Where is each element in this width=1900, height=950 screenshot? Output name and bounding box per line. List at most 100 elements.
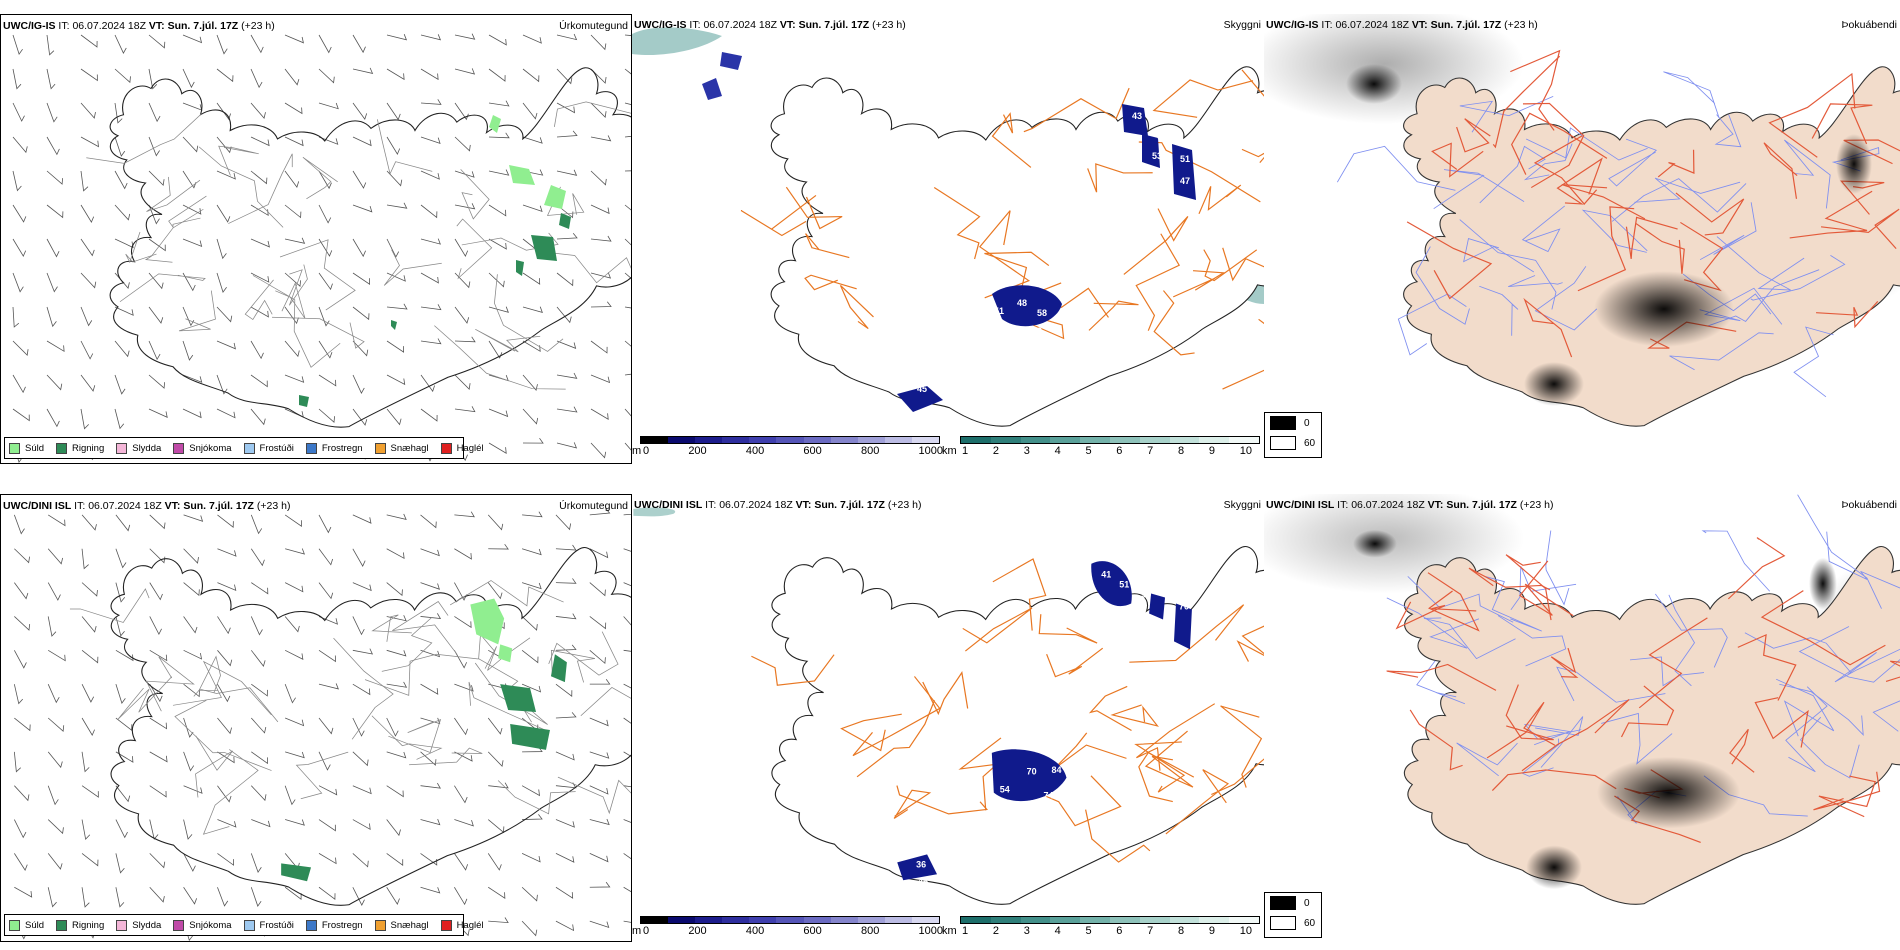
wind-barb	[623, 649, 631, 652]
wind-barb	[80, 272, 97, 289]
colorbar-segment	[884, 437, 912, 443]
wind-barb	[454, 887, 468, 906]
wind-barb	[386, 853, 404, 867]
wind-barb	[81, 548, 89, 570]
road-segment	[1336, 145, 1456, 191]
wind-barb	[386, 34, 408, 41]
wind-barb	[555, 712, 577, 719]
wind-barb	[149, 582, 163, 601]
road-segment	[125, 231, 157, 264]
wind-barb	[623, 582, 631, 587]
road-segment	[839, 285, 874, 330]
legend-item: Haglél	[440, 919, 484, 931]
colorbar-tick: 4	[1054, 925, 1061, 937]
road-segment	[1535, 716, 1584, 768]
road-segment	[1485, 576, 1542, 632]
colorbar-segment	[857, 917, 885, 923]
road-segment	[1486, 701, 1556, 759]
wind-barb	[488, 340, 503, 359]
road-segment	[1816, 301, 1879, 329]
colorbar-segment	[830, 917, 858, 923]
colorbar-tick: 9	[1208, 925, 1215, 937]
road-segment	[1793, 326, 1834, 398]
wind-barb	[624, 135, 631, 138]
wind-barb	[590, 235, 612, 242]
road-segment	[1608, 138, 1658, 187]
wind-barb	[589, 785, 609, 795]
wind-barb	[589, 616, 607, 630]
wind-barb	[318, 751, 331, 771]
cloud-base-label: 30	[932, 378, 942, 388]
wind-barb	[386, 751, 407, 759]
wind-barb	[216, 340, 236, 350]
wind-barb	[251, 819, 271, 828]
legend-swatch	[440, 919, 452, 931]
panel-title: UWC/IG-IS IT: 06.07.2024 18Z VT: Sun. 7.…	[3, 20, 275, 32]
road-segment	[1519, 560, 1574, 617]
colorbar-tick: 0	[643, 445, 650, 457]
road-segment	[333, 637, 394, 740]
panel-name: Skyggni	[1223, 499, 1261, 511]
road-segment	[388, 719, 442, 753]
wind-barb	[487, 819, 505, 834]
wind-barb	[318, 306, 330, 327]
wind-barb	[352, 514, 372, 524]
wind-barb	[623, 886, 631, 893]
colorbar-segment	[990, 917, 1021, 923]
wind-barb	[454, 819, 474, 827]
wind-barb	[13, 751, 21, 773]
wind-barb	[590, 34, 607, 51]
wind-barb	[284, 785, 296, 806]
cloud-base-label: 51	[1119, 580, 1129, 590]
wind-barb	[420, 34, 442, 41]
ceiling-colorbar-swatches	[640, 916, 940, 924]
wind-barb	[386, 238, 400, 258]
colorbar-tick: 200	[688, 445, 707, 457]
wind-barb	[555, 886, 574, 899]
wind-barb	[589, 818, 610, 826]
colorbar-tick: 600	[803, 925, 822, 937]
road-segment	[468, 681, 546, 731]
wind-barb	[555, 613, 577, 620]
road-segment	[1522, 102, 1585, 189]
wind-barb	[555, 751, 575, 761]
wind-barb	[12, 306, 20, 328]
visibility-panel: UWC/IG-IS IT: 06.07.2024 18Z VT: Sun. 7.…	[632, 14, 1264, 464]
legend-swatch	[1270, 436, 1296, 450]
wind-barb	[521, 616, 538, 631]
wind-barb	[115, 717, 133, 732]
wind-barb	[556, 406, 578, 413]
wind-barb	[318, 238, 333, 257]
wind-barb	[250, 136, 270, 147]
wind-barb	[183, 819, 193, 840]
wind-barb	[217, 650, 233, 667]
wind-barb	[217, 853, 234, 866]
road-segment	[740, 194, 817, 237]
cloud-base-label: 70	[1179, 601, 1189, 611]
wind-barb	[624, 102, 631, 105]
wind-barb	[217, 616, 231, 635]
fog-legend: 0 60	[1264, 412, 1322, 458]
colorbar-segment	[695, 917, 723, 923]
wind-barb	[556, 169, 578, 176]
ceiling-ticks: 0 200 400 600 800 1000	[643, 445, 943, 457]
wind-barb	[522, 272, 541, 285]
wind-barb	[114, 34, 127, 54]
fog-legend-item: 60	[1265, 433, 1321, 453]
cloud-base-label: 57	[1157, 131, 1167, 141]
cloud-base-label: 74	[1044, 791, 1054, 801]
wind-barb	[250, 102, 266, 119]
wind-barb	[624, 408, 631, 417]
wind-barb	[114, 238, 134, 249]
road-segment	[371, 715, 443, 760]
colorbar-tick: 400	[745, 925, 765, 937]
road-segment	[146, 176, 201, 212]
road-segment	[145, 656, 195, 712]
wind-barb	[12, 272, 24, 293]
wind-barb	[217, 751, 235, 764]
colorbar-segment	[749, 437, 777, 443]
colorbar-segment	[961, 437, 991, 443]
wind-barb	[114, 204, 131, 221]
precip-map	[12, 33, 631, 463]
wind-barb	[386, 513, 407, 520]
